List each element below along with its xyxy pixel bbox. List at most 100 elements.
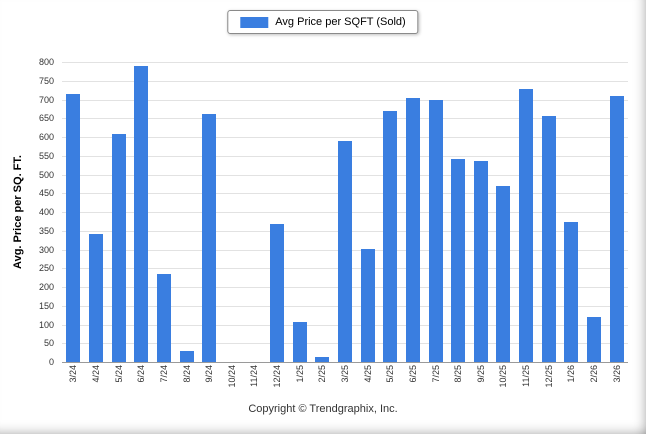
- y-tick-label: 250: [38, 263, 54, 274]
- bar-slot: [107, 62, 130, 362]
- gridline: [62, 99, 628, 101]
- y-tick-label: 400: [38, 207, 54, 217]
- bar-slot: [356, 62, 379, 362]
- bar-slot: [153, 62, 176, 362]
- bar-12/24: [270, 224, 285, 362]
- plot-area: [62, 62, 628, 363]
- x-tick-label: 2/26: [589, 365, 600, 383]
- x-tick-label: 2/25: [317, 365, 328, 383]
- bar-slot: [288, 62, 311, 362]
- bar-6/25: [405, 98, 420, 362]
- x-tick-label: 9/25: [475, 365, 486, 383]
- x-tick-label: 6/25: [407, 365, 418, 383]
- y-tick-label: 550: [38, 150, 54, 161]
- x-tick-label: 3/26: [611, 365, 622, 383]
- bar-9/25: [473, 161, 488, 362]
- x-tick-label: 10/24: [226, 365, 237, 388]
- copyright-text: Copyright © Trendgraphix, Inc.: [248, 403, 398, 415]
- bar-5/25: [383, 111, 398, 362]
- y-tick-label: 450: [38, 188, 54, 199]
- x-tick-label: 3/25: [340, 365, 350, 383]
- y-tick-label: 750: [38, 75, 54, 86]
- y-tick-label: 50: [43, 338, 54, 349]
- x-tick-label: 11/24: [249, 365, 260, 387]
- bar-slot: [492, 62, 515, 362]
- bar-slot: [379, 62, 402, 362]
- bar-slot: [470, 62, 493, 362]
- bar-1/25: [292, 322, 307, 362]
- legend: Avg Price per SQFT (Sold): [227, 10, 419, 34]
- bar-slot: [198, 62, 221, 362]
- y-tick-label: 600: [38, 132, 54, 142]
- bar-2/25: [315, 357, 330, 362]
- y-tick-label: 700: [38, 94, 54, 105]
- y-tick-label: 300: [38, 244, 54, 255]
- bar-7/24: [156, 274, 171, 362]
- y-tick-label: 100: [38, 319, 54, 330]
- x-tick-label: 1/26: [566, 365, 577, 383]
- x-tick-label: 7/24: [158, 365, 169, 383]
- x-tick-label: 12/24: [272, 365, 283, 388]
- bar-12/25: [541, 116, 556, 362]
- bar-slot: [85, 62, 108, 362]
- y-tick-label: 650: [38, 113, 54, 124]
- x-tick-label: 11/25: [521, 365, 532, 387]
- x-tick-label: 1/25: [294, 365, 305, 383]
- gridline: [62, 118, 628, 120]
- bar-slot: [334, 62, 357, 362]
- bar-slot: [266, 62, 289, 362]
- bar-4/24: [88, 234, 103, 362]
- bar-slot: [130, 62, 153, 362]
- legend-swatch-icon: [240, 16, 269, 28]
- x-tick-label: 9/24: [204, 365, 215, 383]
- bar-slot: [220, 62, 243, 362]
- x-tick-label: 4/25: [362, 365, 373, 383]
- y-axis-tick-labels: 0 50 100 150 200 250 300 350 400 450 500 550 600 650 7…: [22, 58, 58, 367]
- x-tick-label: 6/24: [136, 365, 147, 383]
- gridline: [62, 80, 628, 82]
- y-tick-label: 800: [38, 57, 54, 67]
- bar-3/25: [338, 141, 352, 362]
- bar-slot: [515, 62, 538, 362]
- bar-7/25: [428, 100, 443, 362]
- y-tick-label: 200: [38, 282, 54, 292]
- bar-slot: [447, 62, 470, 362]
- y-tick-label: 500: [38, 169, 54, 180]
- bar-9/24: [202, 114, 217, 362]
- bar-slot: [537, 62, 560, 362]
- bar-11/25: [519, 89, 534, 362]
- bar-5/24: [111, 134, 126, 362]
- bar-slot: [605, 62, 628, 362]
- bar-6/24: [134, 66, 149, 362]
- bar-10/25: [496, 186, 511, 362]
- bar-4/25: [360, 249, 375, 362]
- x-tick-label: 7/25: [430, 365, 441, 383]
- bar-slot: [583, 62, 606, 362]
- x-tick-label: 12/25: [543, 365, 554, 388]
- bar-slot: [62, 62, 85, 362]
- bar-8/24: [179, 351, 194, 362]
- bar-1/26: [564, 222, 579, 362]
- x-tick-label: 5/25: [385, 365, 396, 383]
- y-tick-label: 350: [38, 225, 54, 236]
- bar-2/26: [587, 317, 602, 362]
- bar-slot: [175, 62, 198, 362]
- gridline: [62, 137, 628, 138]
- x-tick-label: 8/24: [181, 365, 192, 383]
- x-tick-label: 4/24: [90, 365, 101, 383]
- x-tick-label: 5/24: [113, 365, 124, 383]
- bar-slot: [311, 62, 334, 362]
- x-tick-label: 8/25: [453, 365, 464, 383]
- x-tick-label: 3/24: [68, 365, 79, 383]
- y-tick-label: 0: [48, 357, 54, 367]
- bar-slot: [560, 62, 583, 362]
- bar-slot: [243, 62, 266, 362]
- x-tick-label: 10/25: [498, 365, 509, 388]
- bar-8/25: [451, 159, 466, 362]
- y-tick-label: 150: [38, 300, 54, 311]
- bar-slot: [402, 62, 425, 362]
- bar-series: [62, 62, 628, 362]
- legend-label: Avg Price per SQFT (Sold): [275, 16, 406, 28]
- bar-slot: [424, 62, 447, 362]
